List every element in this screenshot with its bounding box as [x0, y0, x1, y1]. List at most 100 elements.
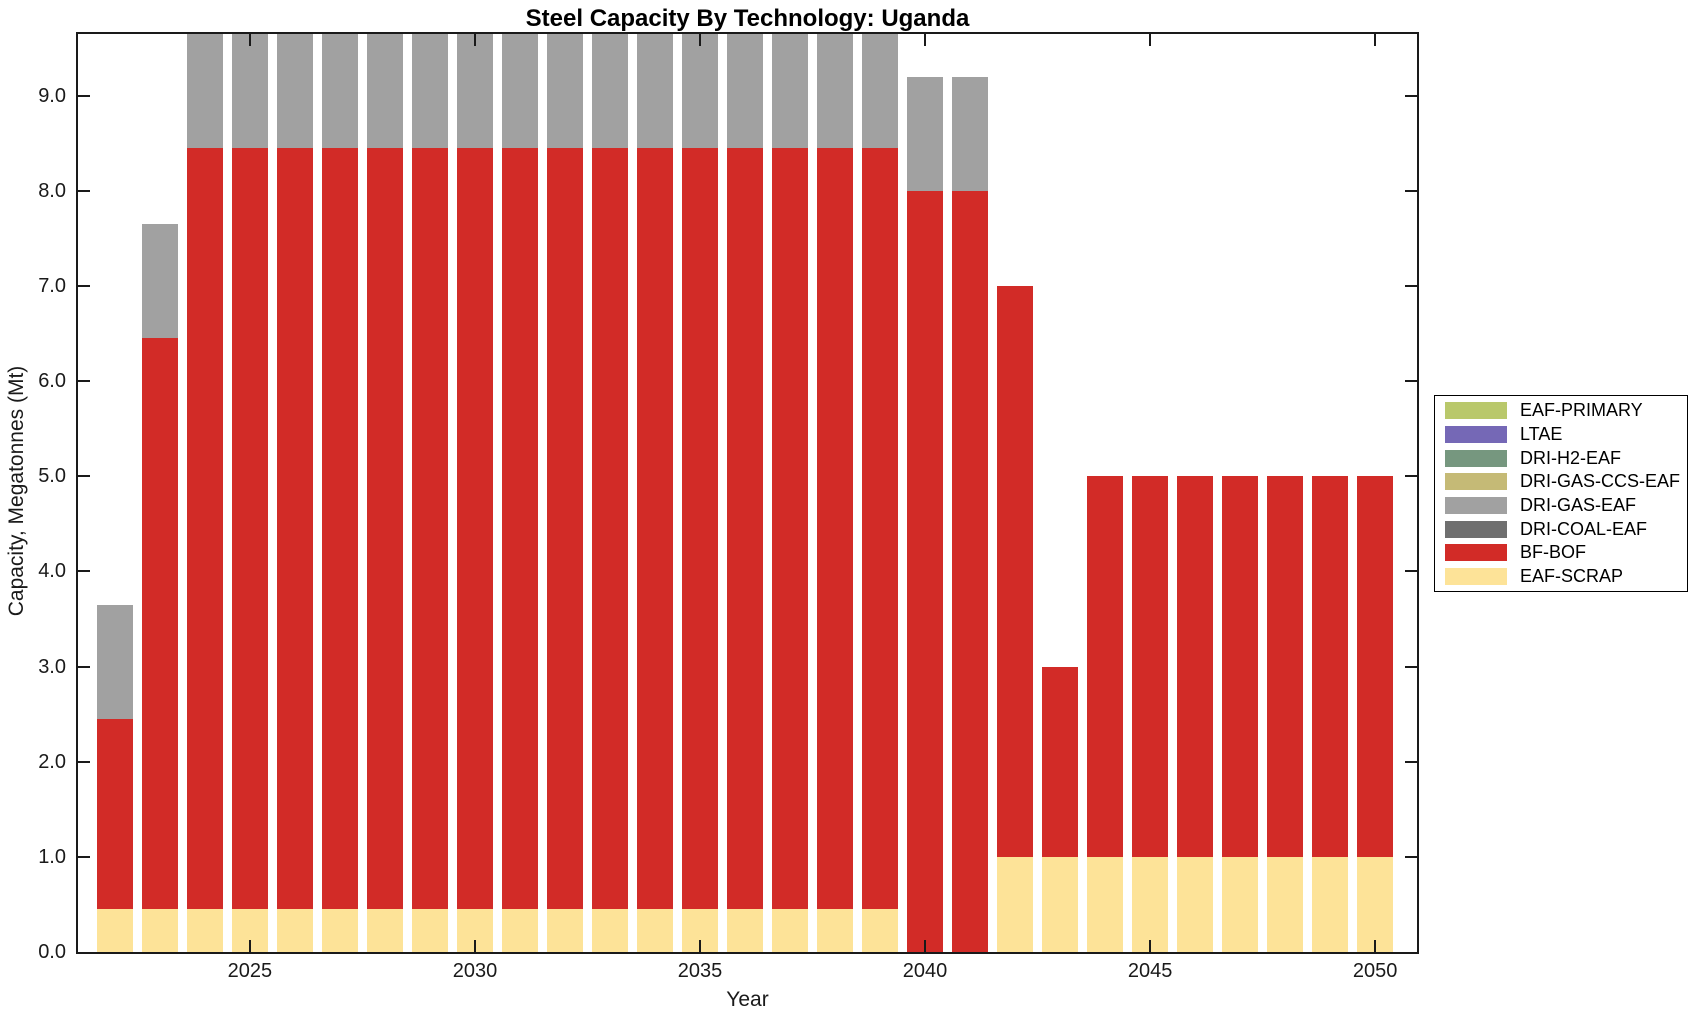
bar-segment — [141, 338, 178, 910]
x-tick-label: 2030 — [452, 960, 498, 982]
bar-segment — [862, 909, 899, 952]
bar-segment — [1087, 856, 1124, 952]
bar-segment — [186, 148, 223, 910]
bar-segment — [862, 34, 899, 149]
bar-segment — [321, 909, 358, 952]
bar-segment — [637, 34, 673, 149]
bar-segment — [727, 148, 764, 910]
legend-swatch — [1445, 568, 1507, 586]
y-tick-label: 6.0 — [38, 370, 66, 393]
bar-segment — [546, 148, 583, 910]
axis-tick — [1374, 34, 1377, 46]
bar-segment — [1222, 856, 1259, 952]
bar-segment — [456, 148, 493, 910]
legend-swatch — [1445, 426, 1507, 444]
bar-segment — [997, 856, 1034, 952]
axis-tick — [1405, 570, 1417, 573]
plot-area — [76, 32, 1419, 954]
x-tick-label: 2040 — [902, 960, 948, 982]
legend-label: DRI-H2-EAF — [1520, 447, 1622, 468]
bar-segment — [591, 148, 628, 910]
x-tick-label: 2045 — [1127, 960, 1173, 982]
bar-segment — [772, 34, 809, 149]
bar-segment — [321, 148, 358, 910]
bar-segment — [1357, 476, 1394, 857]
legend-label: DRI-GAS-EAF — [1520, 495, 1637, 516]
axis-tick — [78, 665, 90, 668]
bar-segment — [1042, 856, 1079, 952]
x-tick-label: 2035 — [677, 960, 723, 982]
legend-label: BF-BOF — [1520, 542, 1586, 563]
legend-item: LTAE — [1435, 423, 1687, 447]
bar-segment — [952, 76, 989, 191]
bar-segment — [1177, 476, 1214, 857]
axis-tick — [699, 34, 702, 46]
axis-tick — [1149, 34, 1152, 46]
y-tick-label: 7.0 — [38, 275, 66, 298]
legend-label: LTAE — [1520, 424, 1563, 445]
bar-segment — [96, 604, 133, 719]
chart-title: Steel Capacity By Technology: Uganda — [525, 5, 970, 32]
bar-segment — [501, 148, 538, 910]
axis-tick — [78, 189, 90, 192]
axis-tick — [1405, 855, 1417, 858]
bar-segment — [546, 34, 583, 149]
bar-segment — [501, 909, 538, 952]
x-tick-label: 2050 — [1352, 960, 1398, 982]
bar-segment — [1267, 476, 1304, 857]
axis-tick — [699, 940, 702, 952]
axis-tick — [1405, 189, 1417, 192]
axis-tick — [78, 380, 90, 383]
axis-tick — [1374, 940, 1377, 952]
axis-tick — [924, 940, 927, 952]
legend-item: BF-BOF — [1435, 541, 1687, 565]
bar-segment — [952, 190, 989, 952]
bar-segment — [1177, 856, 1214, 952]
legend-item: DRI-GAS-EAF — [1435, 494, 1687, 518]
legend-item: DRI-GAS-CCS-EAF — [1435, 470, 1687, 494]
bar-segment — [907, 76, 944, 191]
bar-segment — [141, 909, 178, 952]
bar-segment — [96, 718, 133, 910]
bar-segment — [231, 148, 268, 910]
legend-swatch — [1445, 520, 1507, 538]
bar-segment — [456, 34, 493, 149]
legend-swatch — [1445, 402, 1507, 420]
axis-tick — [1405, 475, 1417, 478]
axis-tick — [473, 34, 476, 46]
bar-segment — [276, 34, 313, 149]
bar-segment — [637, 148, 673, 910]
y-tick-label: 9.0 — [38, 84, 66, 107]
bar-segment — [186, 34, 223, 149]
bar-segment — [1042, 666, 1079, 857]
bar-segment — [366, 34, 403, 149]
bar-segment — [817, 34, 854, 149]
legend-label: DRI-GAS-CCS-EAF — [1520, 471, 1681, 492]
bar-segment — [186, 909, 223, 952]
bar-segment — [817, 148, 854, 910]
axis-tick — [473, 940, 476, 952]
bar-segment — [1312, 856, 1349, 952]
axis-tick — [1405, 285, 1417, 288]
axis-tick — [78, 760, 90, 763]
bar-segment — [96, 909, 133, 952]
bar-segment — [591, 909, 628, 952]
y-tick-label: 8.0 — [38, 179, 66, 202]
x-tick-label: 2025 — [227, 960, 273, 982]
legend-swatch — [1445, 497, 1507, 515]
axis-tick — [1405, 380, 1417, 383]
bar-segment — [682, 148, 718, 910]
axis-tick — [1149, 940, 1152, 952]
axis-tick — [78, 285, 90, 288]
bar-segment — [862, 148, 899, 910]
legend-item: DRI-H2-EAF — [1435, 446, 1687, 470]
bar-segment — [411, 148, 448, 910]
bar-segment — [276, 148, 313, 910]
bar-segment — [411, 909, 448, 952]
y-tick-label: 3.0 — [38, 655, 66, 678]
axis-tick — [1405, 760, 1417, 763]
axis-tick — [248, 34, 251, 46]
legend-swatch — [1445, 544, 1507, 562]
axis-tick — [78, 475, 90, 478]
axis-tick — [78, 94, 90, 97]
